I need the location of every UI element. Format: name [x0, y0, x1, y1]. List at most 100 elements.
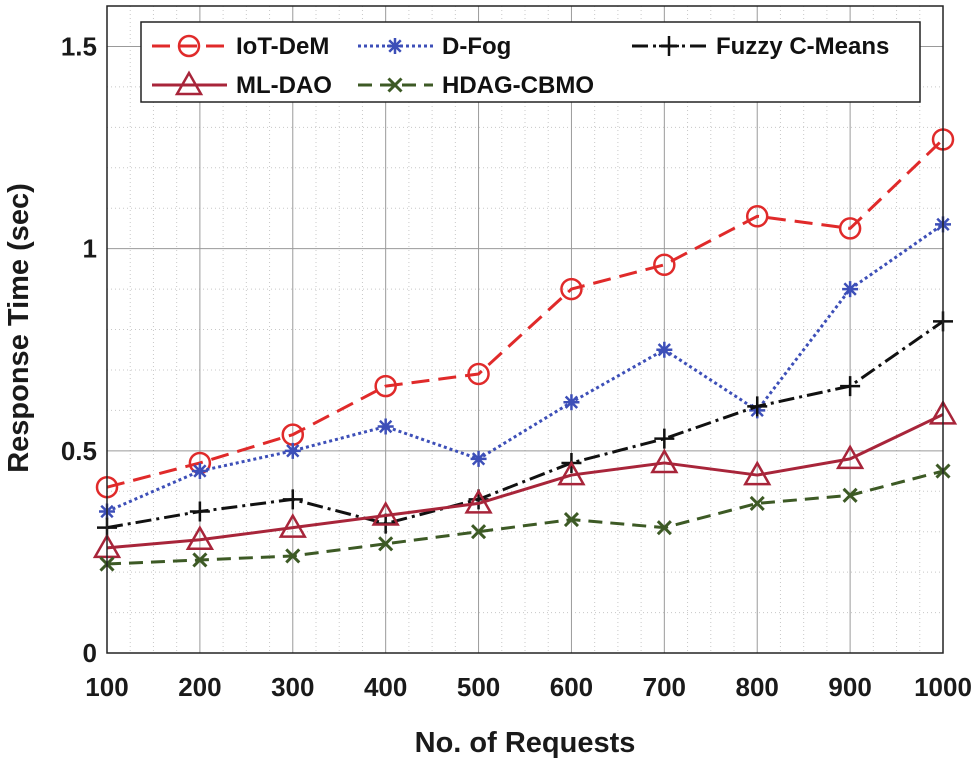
- circle-marker-icon: [560, 277, 583, 301]
- legend-box: [140, 21, 921, 103]
- circle-marker-icon: [653, 253, 676, 277]
- legend-label: D-Fog: [442, 33, 511, 60]
- data-point: [282, 489, 303, 510]
- x-tick-label: 600: [550, 672, 593, 702]
- x-axis-label: No. of Requests: [415, 727, 636, 759]
- data-point: [745, 205, 769, 228]
- x-tick-label: 500: [457, 672, 500, 702]
- y-tick-labels: 0 0.5 1 1.5: [61, 31, 97, 668]
- data-point: [284, 442, 301, 459]
- legend-marker: [659, 36, 679, 56]
- circle-marker-icon: [374, 374, 397, 398]
- legend-item-hdag-cbmo: HDAG-CBMO: [358, 72, 594, 99]
- series-layer: [92, 128, 958, 572]
- data-point: [656, 520, 672, 536]
- triangle-marker-icon: [464, 488, 493, 514]
- x-marker-icon: [563, 511, 580, 528]
- x-tick-label: 800: [736, 672, 779, 702]
- circle-marker-icon: [838, 217, 862, 240]
- circle-marker-icon: [177, 34, 201, 58]
- series-line-iot-dem: [106, 138, 945, 489]
- data-point: [285, 548, 301, 564]
- circle-marker-icon: [745, 205, 769, 228]
- asterisk-marker-icon: [656, 341, 673, 358]
- y-tick-label: 0.5: [61, 436, 97, 466]
- data-point: [842, 487, 858, 503]
- series-line-fuzzy-c-means: [106, 320, 944, 530]
- x-marker-icon: [470, 524, 487, 540]
- data-point: [654, 428, 675, 449]
- x-tick-label: 900: [828, 672, 871, 702]
- plus-marker-icon: [840, 376, 861, 397]
- plus-marker-icon: [189, 501, 210, 522]
- data-point: [835, 444, 865, 470]
- data-point: [563, 511, 580, 528]
- data-point: [743, 460, 772, 486]
- legend-marker: [177, 34, 201, 58]
- data-point: [650, 448, 679, 474]
- data-point: [371, 500, 400, 526]
- data-point: [374, 374, 397, 398]
- asterisk-marker-icon: [284, 442, 301, 459]
- data-point: [189, 501, 210, 522]
- data-point: [560, 277, 583, 301]
- legend-marker: [174, 70, 204, 96]
- data-point: [377, 418, 394, 435]
- triangle-marker-icon: [174, 70, 204, 96]
- x-marker-icon: [387, 77, 403, 93]
- series-line-ml-dao: [106, 413, 944, 550]
- x-marker-icon: [285, 548, 301, 564]
- data-point: [278, 513, 307, 538]
- legend-label: Fuzzy C-Means: [716, 33, 889, 60]
- x-tick-label: 400: [364, 672, 407, 702]
- data-point: [842, 281, 859, 298]
- data-point: [840, 376, 861, 397]
- asterisk-marker-icon: [470, 450, 487, 467]
- legend-item-d-fog: D-Fog: [358, 33, 511, 60]
- series-iot-dem: [95, 128, 955, 499]
- data-point: [191, 463, 208, 480]
- y-tick-label: 1.5: [61, 31, 97, 61]
- plot-frame: [106, 5, 944, 654]
- data-point: [470, 450, 487, 467]
- asterisk-marker-icon: [377, 418, 394, 435]
- triangle-marker-icon: [185, 525, 215, 551]
- asterisk-marker-icon: [191, 463, 208, 480]
- plus-marker-icon: [654, 428, 675, 449]
- legend-label: IoT-DeM: [236, 33, 329, 60]
- y-tick-label: 0: [83, 638, 97, 668]
- legend-label: HDAG-CBMO: [442, 72, 594, 99]
- x-marker-icon: [192, 552, 208, 568]
- legend-item-fuzzy-c-means: Fuzzy C-Means: [632, 33, 889, 60]
- data-point: [464, 488, 493, 514]
- data-point: [467, 362, 490, 386]
- plus-marker-icon: [747, 396, 768, 417]
- plus-marker-icon: [282, 489, 303, 510]
- data-point: [747, 396, 768, 417]
- asterisk-marker-icon: [387, 38, 403, 54]
- triangle-marker-icon: [557, 460, 586, 486]
- data-point: [838, 217, 862, 240]
- circle-marker-icon: [467, 362, 490, 386]
- triangle-marker-icon: [835, 444, 865, 470]
- plus-marker-icon: [659, 36, 679, 56]
- series-ml-dao: [92, 399, 958, 559]
- asterisk-marker-icon: [563, 394, 580, 411]
- legend: IoT-DeM D-Fog Fuzzy C-Means ML-DAO HDAG-CBMO: [140, 21, 921, 103]
- asterisk-marker-icon: [842, 281, 859, 298]
- data-point: [378, 536, 394, 552]
- x-tick-label: 200: [178, 672, 221, 702]
- x-marker-icon: [656, 520, 672, 536]
- series-line-hdag-cbmo: [106, 469, 944, 566]
- data-point: [185, 525, 215, 551]
- y-axis-label: Response Time (sec): [3, 183, 35, 473]
- triangle-marker-icon: [278, 513, 307, 538]
- x-tick-label: 700: [643, 672, 686, 702]
- data-point: [749, 495, 765, 511]
- triangle-marker-icon: [371, 500, 400, 526]
- data-point: [470, 524, 487, 540]
- series-line-d-fog: [106, 223, 944, 513]
- x-tick-label: 300: [271, 672, 314, 702]
- legend-item-ml-dao: ML-DAO: [152, 70, 332, 99]
- data-point: [557, 460, 586, 486]
